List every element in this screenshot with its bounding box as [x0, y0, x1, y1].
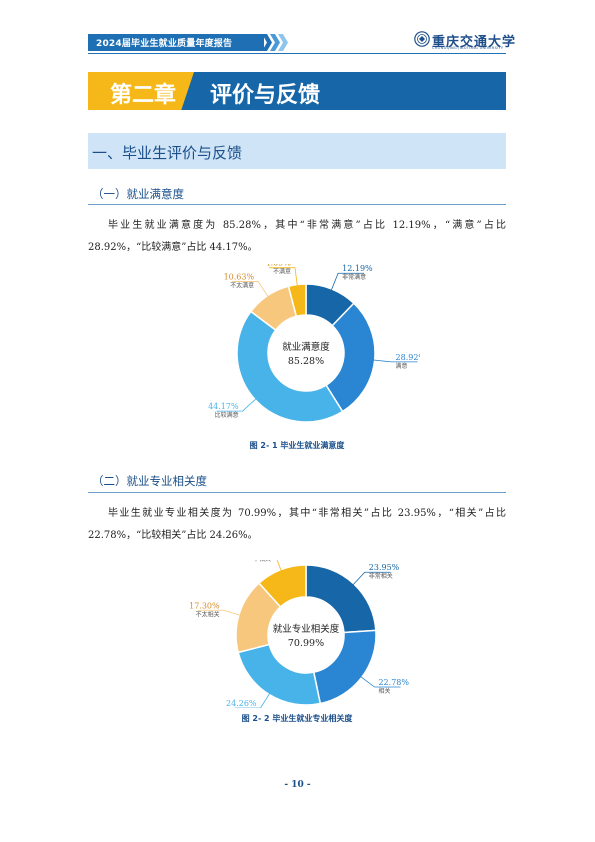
slice-name-label: 不满意: [273, 268, 291, 276]
section-banner: [88, 133, 506, 169]
slice-name-label: 满意: [396, 362, 408, 370]
donut-center-value: 70.99%: [288, 638, 324, 649]
paragraph: 毕业生就业满意度为 85.28%，其中“非常满意”占比 12.19%，“满意”占…: [88, 220, 506, 253]
donut-slice: [305, 564, 377, 634]
chevron-icon: [278, 34, 288, 51]
chapter-number-tab: [88, 72, 194, 110]
paragraph: 毕业生就业专业相关度为 70.99%，其中“非常相关”占比 23.95%，“相关…: [88, 508, 506, 541]
figure-caption: 图 2- 1 毕业生就业满意度: [249, 441, 345, 450]
header-rule: [88, 53, 506, 54]
header-banner: [88, 34, 264, 51]
donut-center-label: 就业满意度: [282, 341, 330, 353]
leader-line: [216, 397, 257, 412]
donut-slice: [287, 283, 307, 318]
university-seal-icon: [414, 31, 430, 47]
slice-name-label: 相关: [378, 687, 390, 695]
leader-line: [197, 609, 241, 616]
slice-name-label: 非常相关: [369, 572, 393, 580]
leader-line: [330, 272, 365, 292]
slice-percent-label: 12.19%: [342, 264, 373, 273]
slice-name-label: 不太满意: [230, 282, 254, 290]
subsection-title: （一）就业满意度: [92, 187, 184, 201]
slice-percent-label: 17.30%: [189, 601, 220, 610]
relevance-donut-chart: 23.95%非常相关22.78%相关24.26%比较相关17.30%不太相关11…: [189, 560, 409, 708]
university-logo-text: 重庆交通大学: [432, 35, 517, 50]
slice-name-label: 不相关: [253, 560, 271, 563]
slice-percent-label: 10.63%: [224, 273, 255, 282]
chevron-icon: [262, 34, 272, 51]
subsection-title: （二）就业专业相关度: [92, 474, 207, 488]
section-title: 一、毕业生评价与反馈: [92, 144, 243, 162]
leader-line: [232, 281, 270, 298]
slice-name-label: 比较满意: [215, 411, 239, 419]
donut-slice: [257, 564, 307, 608]
leader-line: [359, 675, 401, 688]
slice-percent-label: 22.78%: [378, 678, 409, 687]
subsection-rule: [88, 204, 506, 205]
leader-line: [234, 692, 271, 708]
leader-line: [352, 571, 391, 586]
slice-name-label: 不太相关: [196, 610, 220, 618]
subsection-rule: [88, 492, 506, 493]
slice-name-label: 非常满意: [342, 273, 366, 281]
figure-caption: 图 2- 2 毕业生就业专业相关度: [241, 714, 353, 723]
chapter-title: 评价与反馈: [210, 83, 321, 108]
leader-line: [276, 560, 282, 572]
donut-slice: [237, 643, 322, 706]
satisfaction-donut-chart: 12.19%非常满意 28.92%满意 44.17%比较满意 10.63%不太满意 4.…: [208, 264, 420, 423]
slice-percent-label: 28.92%: [396, 353, 420, 362]
slice-percent-label: 44.17%: [208, 402, 239, 411]
slice-percent-label: 23.95%: [369, 563, 400, 572]
leader-line: [268, 267, 298, 287]
chapter-number: 第二章: [110, 83, 177, 108]
slice-percent-label: 4.09%: [266, 264, 292, 268]
slice-percent-label: 24.26%: [226, 699, 257, 708]
leader-line: [372, 359, 418, 363]
donut-center-label: 就业专业相关度: [273, 623, 340, 635]
chevron-icon: [270, 34, 280, 51]
donut-slice: [325, 302, 376, 413]
donut-slice: [236, 310, 344, 423]
report-title: 2024届毕业生就业质量年度报告: [96, 39, 233, 49]
page-number: - 10 -: [284, 780, 311, 790]
donut-center-value: 85.28%: [288, 356, 324, 367]
university-logo-subtitle: CHONGQING JIAOTONG UNIVERSITY: [432, 46, 504, 50]
